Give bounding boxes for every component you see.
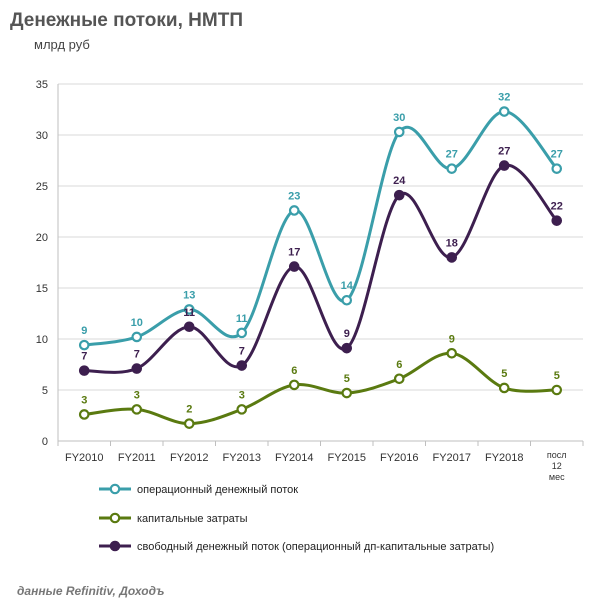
series-free: 7 7 11 7 17 9 24 18 27 22 (78, 146, 563, 376)
data-label-capex: 5 (501, 368, 507, 380)
data-label-free: 11 (183, 307, 195, 319)
data-label-free: 17 (288, 247, 300, 259)
series-line-free (84, 163, 558, 374)
data-label-capex: 2 (186, 404, 192, 416)
x-tick-label: FY2016 (380, 452, 419, 464)
data-label-capex: 5 (554, 370, 560, 382)
legend-item-free: свободный денежный поток (операционный д… (99, 540, 494, 553)
data-point-capex (78, 409, 90, 420)
data-label-capex: 5 (344, 373, 350, 385)
data-label-capex: 3 (81, 394, 87, 406)
data-label-operating: 32 (498, 92, 510, 104)
data-label-free: 7 (239, 346, 245, 358)
x-tick-label: FY2014 (275, 452, 314, 464)
x-tick-label: FY2017 (432, 452, 471, 464)
data-point-capex (393, 373, 405, 385)
data-label-free: 22 (551, 201, 563, 213)
y-tick-label: 0 (42, 436, 48, 448)
legend-label-capex: капитальные затраты (137, 513, 248, 525)
data-point-free (341, 342, 353, 354)
data-point-capex (551, 384, 563, 396)
data-label-operating: 13 (183, 289, 195, 301)
data-label-capex: 6 (396, 359, 402, 371)
data-point-capex (288, 379, 300, 391)
data-point-capex (341, 387, 353, 399)
legend-label-operating: операционный денежный поток (137, 484, 298, 496)
data-point-free (131, 363, 143, 374)
x-tick-label: FY2015 (327, 452, 366, 464)
data-label-free: 7 (81, 351, 87, 363)
data-point-operating (551, 163, 563, 174)
data-source-note: данные Refinitiv, Доходъ (17, 584, 165, 598)
y-tick-label: 5 (42, 385, 48, 397)
data-point-capex (446, 347, 458, 359)
data-label-operating: 30 (393, 112, 405, 124)
data-point-operating (78, 339, 90, 351)
data-point-operating (341, 294, 353, 306)
y-tick-label: 10 (36, 334, 48, 346)
x-tick-label: посл 12 мес (547, 450, 567, 482)
data-label-free: 7 (134, 349, 140, 361)
data-point-operating (393, 126, 405, 138)
data-point-capex (498, 382, 510, 394)
data-point-operating (236, 327, 248, 339)
data-label-free: 27 (498, 146, 510, 158)
legend-marker-capex (109, 512, 121, 524)
data-point-free (78, 365, 90, 376)
y-tick-label: 35 (36, 79, 48, 91)
data-label-capex: 9 (449, 333, 455, 345)
data-point-capex (236, 404, 248, 415)
y-tick-label: 25 (36, 181, 48, 193)
x-tick-label: FY2013 (222, 452, 261, 464)
data-label-free: 9 (344, 328, 350, 340)
data-point-free (498, 160, 510, 171)
data-point-operating (183, 304, 195, 315)
y-tick-label: 20 (36, 232, 48, 244)
legend-label-free: свободный денежный поток (операционный д… (137, 541, 494, 553)
data-point-free (393, 189, 405, 201)
y-tick-label: 30 (36, 130, 48, 142)
x-tick-label: FY2011 (118, 452, 156, 464)
x-tick-label: FY2010 (65, 452, 104, 464)
series-capex: 3 3 2 3 6 5 6 9 5 5 (78, 333, 563, 429)
chart-title: Денежные потоки, НМТП (10, 10, 243, 31)
data-point-operating (288, 205, 300, 216)
data-label-operating: 10 (131, 317, 143, 329)
data-label-operating: 11 (236, 313, 248, 325)
data-label-operating: 27 (446, 149, 458, 161)
legend-marker-free (109, 540, 121, 552)
data-point-free (446, 252, 458, 263)
data-label-operating: 14 (341, 280, 354, 292)
data-label-capex: 3 (134, 389, 140, 401)
legend-marker-operating (109, 483, 121, 495)
data-label-free: 18 (446, 237, 458, 249)
y-tick-label: 15 (36, 283, 48, 295)
data-label-capex: 3 (239, 389, 245, 401)
data-point-free (236, 360, 248, 371)
series-line-capex (84, 351, 557, 426)
x-tick-label: FY2018 (485, 452, 524, 464)
chart-subtitle: млрд руб (34, 37, 90, 52)
legend-item-capex: капитальные затраты (99, 512, 248, 525)
data-point-capex (183, 418, 195, 429)
data-label-operating: 27 (551, 149, 563, 161)
data-label-operating: 23 (288, 190, 300, 202)
data-label-capex: 6 (291, 365, 297, 377)
data-label-operating: 9 (81, 325, 87, 337)
data-point-operating (498, 106, 510, 117)
data-point-free (288, 261, 300, 272)
legend-item-operating: операционный денежный поток (99, 483, 298, 496)
data-point-free (183, 321, 195, 333)
data-point-capex (131, 404, 143, 415)
data-label-free: 24 (393, 175, 406, 187)
x-tick-label: FY2012 (170, 452, 209, 464)
data-point-operating (446, 163, 458, 174)
data-point-free (551, 215, 563, 226)
data-point-operating (131, 331, 143, 343)
series-operating: 9 10 13 11 23 14 30 27 32 27 (78, 92, 563, 351)
